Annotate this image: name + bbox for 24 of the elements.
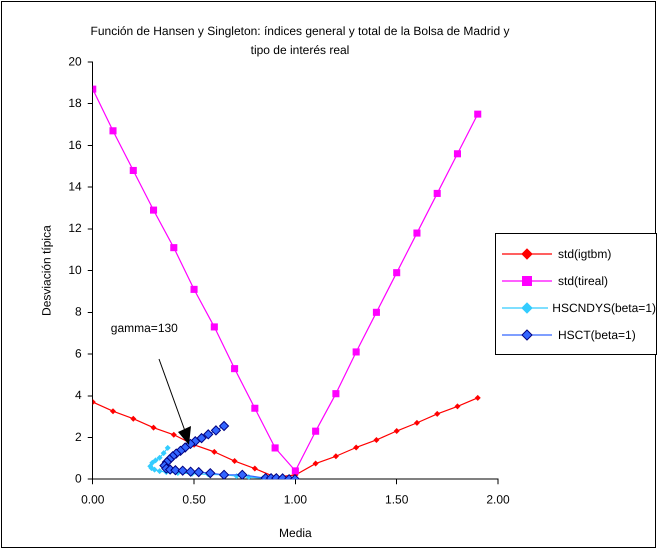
y-tick-label: 18 bbox=[68, 96, 82, 110]
y-tick-label: 14 bbox=[68, 179, 82, 194]
x-tick-label: 0.50 bbox=[182, 492, 206, 507]
x-tick-label: 0.00 bbox=[81, 492, 105, 507]
x-axis-title: Media bbox=[279, 526, 312, 540]
y-tick-label: 0 bbox=[75, 472, 82, 486]
y-tick-label: 8 bbox=[75, 304, 82, 319]
x-tick-label: 1.00 bbox=[284, 492, 308, 507]
x-tick-label: 1.50 bbox=[385, 492, 409, 507]
y-tick-label: 10 bbox=[68, 262, 82, 277]
legend-label: HSCNDYS(beta=1) bbox=[552, 300, 656, 314]
legend-label: std(igtbm) bbox=[558, 246, 612, 260]
y-tick-label: 20 bbox=[68, 54, 82, 68]
y-tick-label: 12 bbox=[68, 221, 82, 236]
y-tick-label: 4 bbox=[75, 388, 82, 402]
x-tick-label: 2.00 bbox=[486, 492, 510, 507]
legend-label: std(tireal) bbox=[558, 274, 608, 288]
chart-title: Función de Hansen y Singleton: índices general y total de la Bolsa de Madrid y tipo de interés real bbox=[90, 23, 510, 59]
y-tick-label: 16 bbox=[68, 138, 82, 152]
legend-label: HSCT(beta=1) bbox=[558, 328, 636, 342]
y-tick-label: 6 bbox=[75, 346, 82, 360]
annotation: gamma=130 bbox=[110, 320, 178, 335]
y-tick-label: 2 bbox=[75, 430, 82, 444]
y-axis-title: Desviación típica bbox=[40, 224, 54, 316]
